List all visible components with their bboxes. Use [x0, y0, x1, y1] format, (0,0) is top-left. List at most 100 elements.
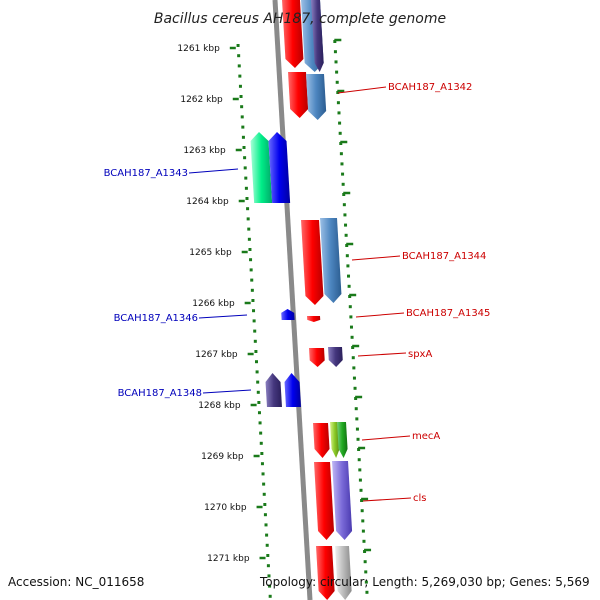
gene-arrow[interactable]: [311, 0, 324, 72]
minor-tick-left: [248, 248, 252, 251]
minor-tick-right: [340, 162, 344, 166]
minor-tick-right: [354, 407, 358, 411]
gene-label-meca[interactable]: mecA: [412, 431, 440, 442]
gene-arrow[interactable]: [332, 461, 353, 540]
gene-arrow-bcah187-a1344[interactable]: [301, 220, 324, 305]
minor-tick-right: [339, 142, 343, 145]
minor-tick-left: [249, 268, 253, 272]
minor-tick-right: [352, 376, 356, 380]
kbp-label: 1269 kbp: [201, 452, 244, 462]
minor-tick-left: [253, 339, 257, 343]
kbp-label: 1268 kbp: [198, 401, 241, 411]
minor-tick-right: [342, 193, 346, 196]
gene-labels: BCAH187_A1342 BCAH187_A1343 BCAH187_A1344 B…: [104, 82, 491, 504]
minor-tick-right: [334, 60, 338, 64]
minor-tick-right: [361, 519, 365, 523]
leader-line: [355, 312, 405, 318]
gene-arrow[interactable]: [284, 373, 301, 407]
minor-tick-left: [266, 554, 270, 557]
minor-tick-right: [354, 397, 358, 400]
gene-arrow[interactable]: [330, 422, 340, 458]
minor-tick-right: [355, 427, 359, 431]
gene-arrow-bcah187-a1345[interactable]: [307, 316, 321, 322]
minor-tick-right: [347, 284, 351, 288]
minor-tick-right: [365, 590, 369, 594]
gene-label-spxa[interactable]: spxA: [408, 349, 432, 360]
minor-tick-left: [244, 186, 248, 190]
kbp-label: 1267 kbp: [195, 350, 238, 360]
minor-tick-right: [355, 417, 359, 421]
minor-tick-right: [361, 529, 365, 533]
minor-tick-left: [246, 207, 250, 211]
minor-tick-right: [351, 346, 355, 349]
minor-tick-right: [363, 560, 367, 564]
gene-label-bcah187-a1348[interactable]: BCAH187_A1348: [118, 388, 202, 399]
gene-arrow[interactable]: [320, 218, 342, 303]
minor-tick-right: [333, 40, 337, 43]
gene-arrow[interactable]: [268, 132, 291, 203]
minor-tick-left: [256, 390, 260, 394]
minor-tick-left: [240, 105, 244, 109]
minor-tick-left: [247, 237, 251, 241]
minor-tick-right: [350, 335, 354, 339]
gene-arrow[interactable]: [316, 546, 335, 600]
gene-label-bcah187-a1342[interactable]: BCAH187_A1342: [388, 82, 472, 93]
kbp-label: 1263 kbp: [183, 146, 226, 156]
gene-arrow[interactable]: [288, 72, 309, 118]
minor-tick-right: [358, 468, 362, 472]
minor-tick-left: [257, 401, 261, 404]
gene-arrow-bcah187-a1346[interactable]: [281, 309, 295, 320]
minor-tick-right: [335, 80, 339, 84]
minor-tick-right: [342, 203, 346, 207]
minor-tick-left: [256, 380, 260, 384]
gene-label-bcah187-a1343[interactable]: BCAH187_A1343: [104, 168, 188, 179]
minor-tick-left: [254, 350, 258, 353]
minor-tick-right: [333, 50, 337, 54]
gene-arrow-bcah187-a1348[interactable]: [265, 373, 282, 407]
leader-line: [188, 168, 239, 174]
minor-tick-right: [349, 325, 353, 329]
minor-tick-right: [356, 437, 360, 441]
minor-tick-left: [258, 421, 262, 425]
position-ruler: 1261 kbp 1262 kbp 1263 kbp 1264 kbp 1265 kbp…: [177, 38, 372, 598]
leader-line: [362, 497, 412, 502]
minor-tick-left: [253, 329, 257, 333]
minor-tick-left: [239, 95, 243, 98]
gene-label-bcah187-a1344[interactable]: BCAH187_A1344: [402, 251, 486, 262]
minor-tick-right: [341, 172, 345, 176]
minor-tick-right: [338, 121, 342, 125]
minor-tick-right: [364, 570, 368, 574]
gene-arrow-spxa[interactable]: [309, 348, 325, 367]
minor-tick-left: [236, 44, 240, 47]
gene-arrow[interactable]: [306, 74, 327, 120]
gene-arrow-meca[interactable]: [313, 423, 330, 458]
gene-arrow[interactable]: [335, 546, 352, 600]
minor-tick-right: [357, 458, 361, 462]
kbp-label: 1266 kbp: [192, 299, 235, 309]
minor-tick-left: [268, 584, 272, 588]
minor-tick-left: [250, 278, 254, 282]
leader-line: [361, 435, 411, 441]
minor-tick-left: [241, 125, 245, 129]
gene-label-cls[interactable]: cls: [413, 493, 427, 504]
minor-tick-left: [255, 370, 259, 374]
minor-tick-left: [259, 441, 263, 445]
minor-tick-left: [249, 258, 253, 262]
minor-tick-left: [237, 54, 241, 58]
minor-tick-left: [263, 513, 267, 517]
minor-tick-left: [241, 135, 245, 139]
gene-arrow[interactable]: [282, 0, 304, 68]
gene-arrow[interactable]: [337, 422, 348, 458]
gene-arrow-bcah187-a1343[interactable]: [250, 132, 273, 203]
minor-tick-left: [259, 431, 263, 435]
minor-tick-right: [358, 478, 362, 482]
gene-arrow-cls[interactable]: [314, 462, 335, 540]
minor-tick-right: [339, 152, 343, 156]
gene-label-bcah187-a1346[interactable]: BCAH187_A1346: [114, 313, 198, 324]
gene-arrow[interactable]: [328, 347, 343, 367]
gene-label-bcah187-a1345[interactable]: BCAH187_A1345: [406, 308, 490, 319]
accession-label: Accession: NC_011658: [8, 575, 144, 589]
minor-tick-left: [243, 156, 247, 160]
kbp-label: 1262 kbp: [180, 95, 223, 105]
